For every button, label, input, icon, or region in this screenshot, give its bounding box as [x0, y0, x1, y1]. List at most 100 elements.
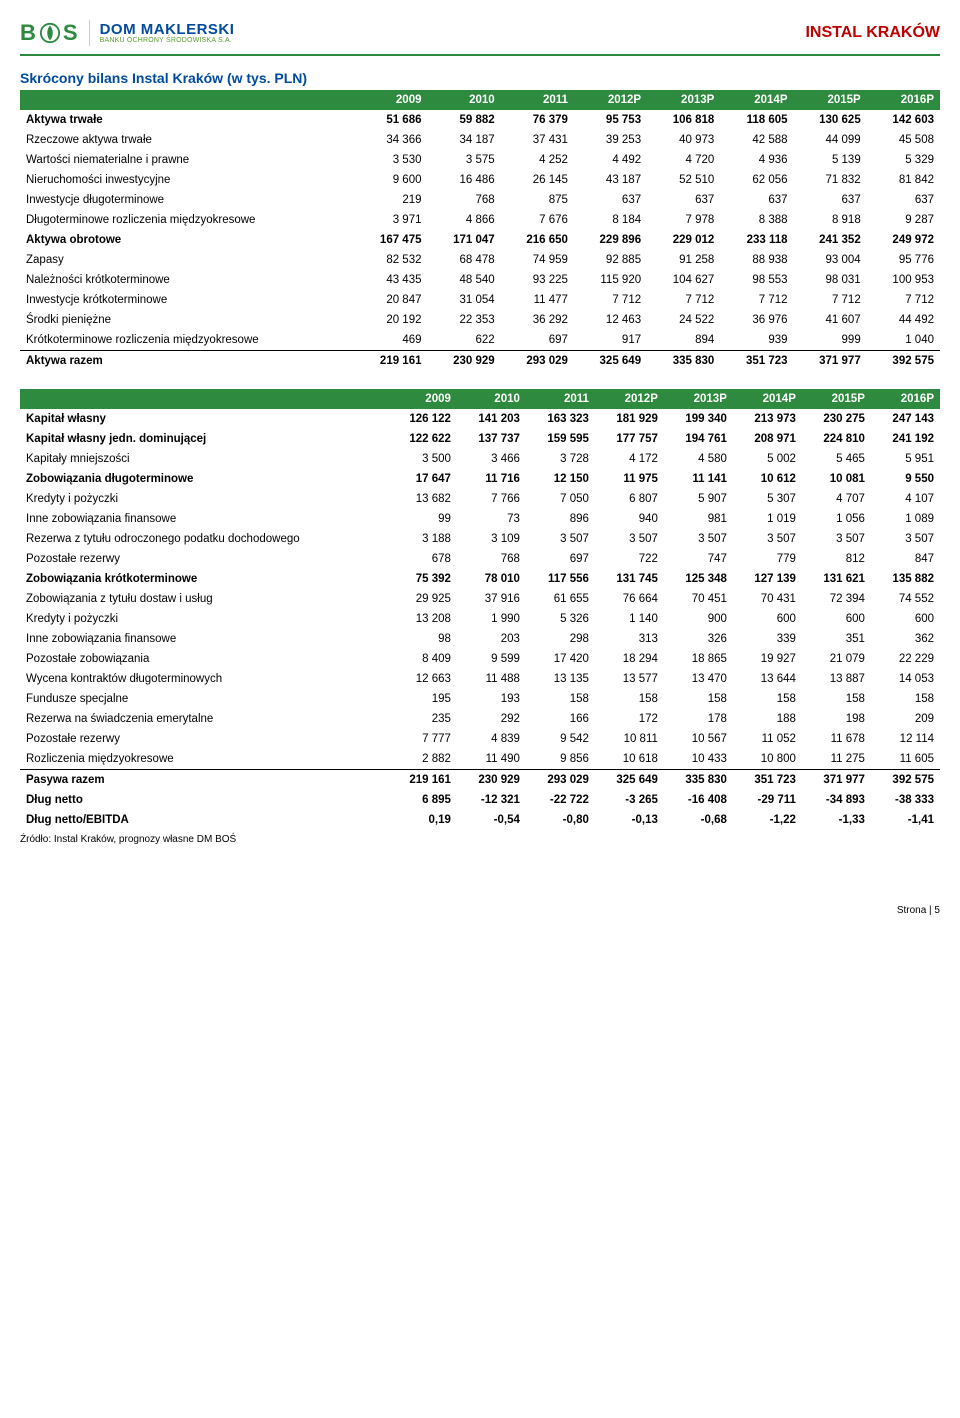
- cell: 213 973: [733, 409, 802, 429]
- cell: 3 507: [595, 529, 664, 549]
- cell: 45 508: [867, 130, 940, 150]
- cell: 940: [595, 509, 664, 529]
- cell: 195: [388, 689, 457, 709]
- th-col: 2015P: [794, 90, 867, 110]
- cell: 13 577: [595, 669, 664, 689]
- cell: 118 605: [720, 110, 793, 130]
- cell: 4 107: [871, 489, 940, 509]
- row-label: Krótkoterminowe rozliczenia międzyokreso…: [20, 330, 354, 351]
- cell: 198: [802, 709, 871, 729]
- cell: 142 603: [867, 110, 940, 130]
- cell: 600: [871, 609, 940, 629]
- cell: 325 649: [574, 351, 647, 372]
- cell: 600: [802, 609, 871, 629]
- cell: 4 839: [457, 729, 526, 749]
- th-col: 2012P: [595, 389, 664, 409]
- cell: 371 977: [794, 351, 867, 372]
- cell: 40 973: [647, 130, 720, 150]
- cell: 1 040: [867, 330, 940, 351]
- cell: 93 225: [501, 270, 574, 290]
- cell: 137 737: [457, 429, 526, 449]
- cell: 75 392: [388, 569, 457, 589]
- table-row: Nieruchomości inwestycyjne9 60016 48626 …: [20, 170, 940, 190]
- cell: 5 907: [664, 489, 733, 509]
- cell: 16 486: [428, 170, 501, 190]
- cell: 158: [802, 689, 871, 709]
- cell: 325 649: [595, 770, 664, 791]
- cell: 230 275: [802, 409, 871, 429]
- table-row: Aktywa trwałe51 68659 88276 37995 753106…: [20, 110, 940, 130]
- cell: 7 050: [526, 489, 595, 509]
- table-row: Krótkoterminowe rozliczenia międzyokreso…: [20, 330, 940, 351]
- header: B S DOM MAKLERSKI BANKU OCHRONY ŚRODOWIS…: [20, 20, 940, 56]
- row-label: Aktywa trwałe: [20, 110, 354, 130]
- cell: 167 475: [354, 230, 427, 250]
- cell: 135 882: [871, 569, 940, 589]
- cell: 26 145: [501, 170, 574, 190]
- cell: 3 507: [802, 529, 871, 549]
- cell: 3 575: [428, 150, 501, 170]
- cell: 313: [595, 629, 664, 649]
- cell: 229 012: [647, 230, 720, 250]
- row-label: Nieruchomości inwestycyjne: [20, 170, 354, 190]
- cell: 12 663: [388, 669, 457, 689]
- th-col: 2013P: [647, 90, 720, 110]
- cell: 722: [595, 549, 664, 569]
- cell: 7 712: [794, 290, 867, 310]
- row-label: Inwestycje krótkoterminowe: [20, 290, 354, 310]
- cell: 7 777: [388, 729, 457, 749]
- table-header-row: 2009 2010 2011 2012P 2013P 2014P 2015P 2…: [20, 389, 940, 409]
- th-col: 2010: [457, 389, 526, 409]
- cell: 812: [802, 549, 871, 569]
- cell: 130 625: [794, 110, 867, 130]
- cell: 293 029: [501, 351, 574, 372]
- cell: 8 409: [388, 649, 457, 669]
- th-col: 2014P: [733, 389, 802, 409]
- th-col: 2014P: [720, 90, 793, 110]
- cell: 11 716: [457, 469, 526, 489]
- cell: -22 722: [526, 790, 595, 810]
- row-label: Rezerwa na świadczenia emerytalne: [20, 709, 388, 729]
- cell: 166: [526, 709, 595, 729]
- cell: 95 753: [574, 110, 647, 130]
- cell: 4 707: [802, 489, 871, 509]
- table-row: Wycena kontraktów długoterminowych12 663…: [20, 669, 940, 689]
- cell: 48 540: [428, 270, 501, 290]
- cell: 7 766: [457, 489, 526, 509]
- cell: 216 650: [501, 230, 574, 250]
- cell: 203: [457, 629, 526, 649]
- logo-divider: [89, 20, 90, 46]
- cell: 981: [664, 509, 733, 529]
- cell: -1,33: [802, 810, 871, 830]
- cell: 224 810: [802, 429, 871, 449]
- cell: 351 723: [720, 351, 793, 372]
- cell: -0,54: [457, 810, 526, 830]
- cell: 14 053: [871, 669, 940, 689]
- cell: 98 553: [720, 270, 793, 290]
- table-row: Inwestycje długoterminowe219768875637637…: [20, 190, 940, 210]
- cell: 637: [867, 190, 940, 210]
- table-row: Środki pieniężne20 19222 35336 29212 463…: [20, 310, 940, 330]
- table-row: Kapitały mniejszości3 5003 4663 7284 172…: [20, 449, 940, 469]
- th-col: 2009: [354, 90, 427, 110]
- cell: 19 927: [733, 649, 802, 669]
- cell: 71 832: [794, 170, 867, 190]
- company-title: INSTAL KRAKÓW: [805, 24, 940, 42]
- cell: 3 530: [354, 150, 427, 170]
- cell: 5 329: [867, 150, 940, 170]
- table-row: Rozliczenia międzyokresowe2 88211 4909 8…: [20, 749, 940, 770]
- cell: 13 208: [388, 609, 457, 629]
- th-blank: [20, 389, 388, 409]
- cell: 697: [526, 549, 595, 569]
- th-col: 2016P: [867, 90, 940, 110]
- cell: 88 938: [720, 250, 793, 270]
- cell: -1,41: [871, 810, 940, 830]
- table-row: Inne zobowiązania finansowe9973896940981…: [20, 509, 940, 529]
- cell: 76 664: [595, 589, 664, 609]
- cell: 3 507: [733, 529, 802, 549]
- cell: 122 622: [388, 429, 457, 449]
- cell: 95 776: [867, 250, 940, 270]
- cell: 351 723: [733, 770, 802, 791]
- liabilities-table: 2009 2010 2011 2012P 2013P 2014P 2015P 2…: [20, 389, 940, 830]
- cell: 7 712: [647, 290, 720, 310]
